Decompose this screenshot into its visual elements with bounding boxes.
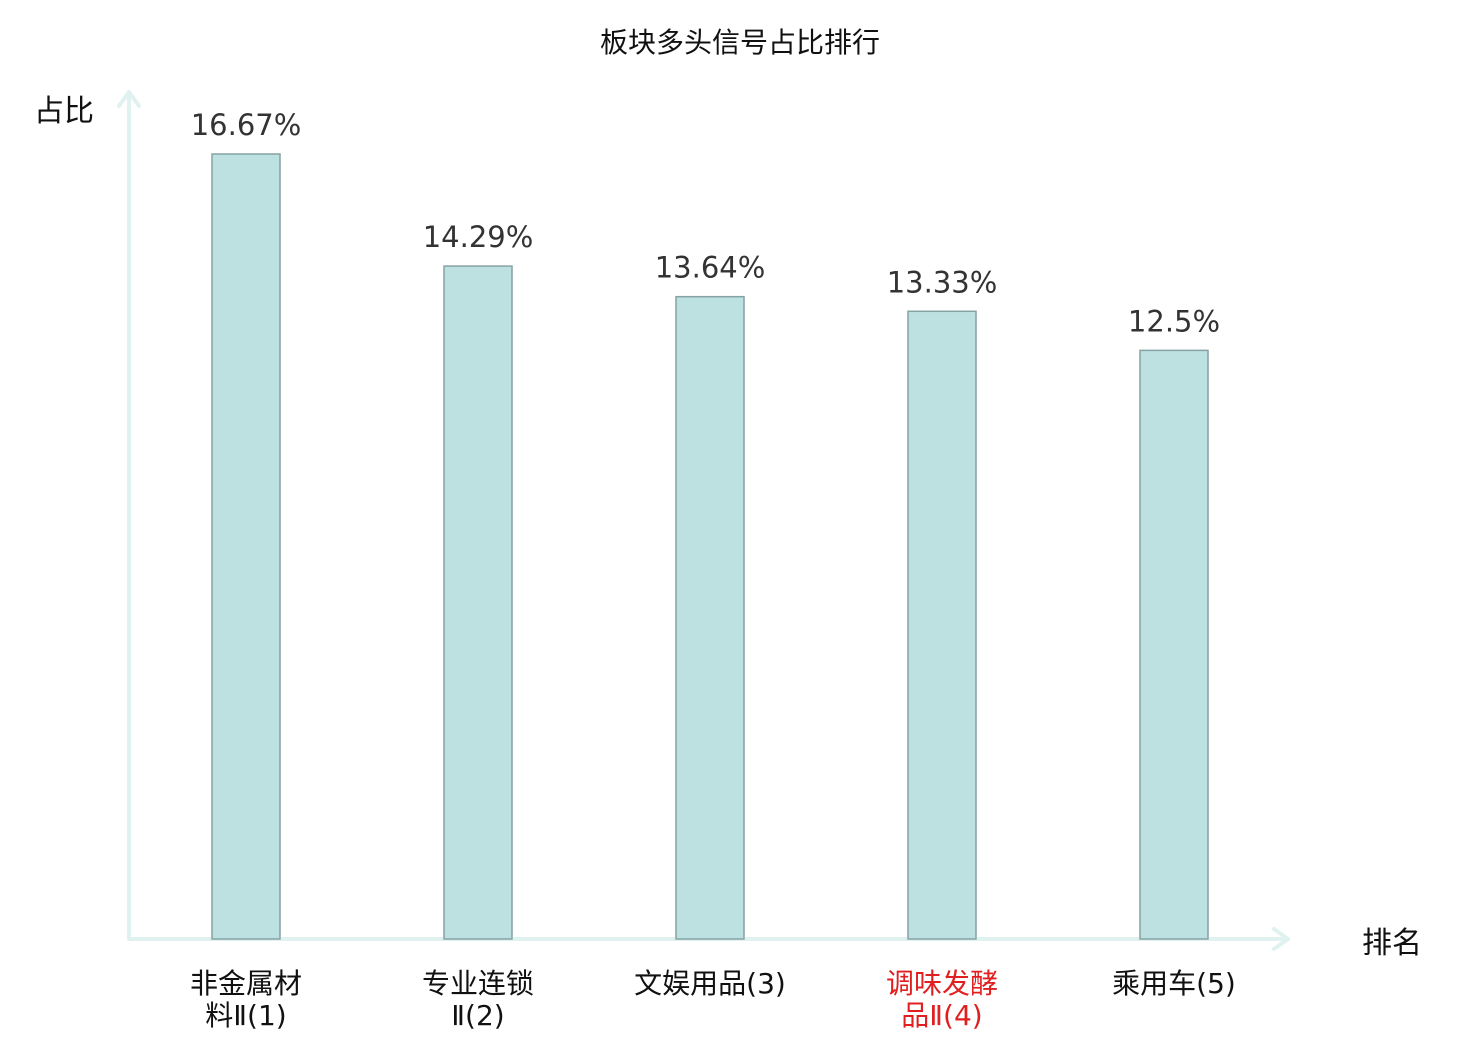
category-label-line2: 品Ⅱ(4) [901,999,982,1032]
x-axis-label: 排名 [1362,926,1422,961]
category-label-line2: 料Ⅱ(1) [205,999,286,1032]
category-label: 非金属材 [190,967,302,1000]
value-label: 16.67% [191,108,302,142]
chart-title: 板块多头信号占比排行 [600,26,880,59]
category-label-line2: Ⅱ(2) [451,999,504,1032]
category-label: 乘用车(5) [1112,967,1236,1000]
category-label: 文娱用品(3) [634,967,786,1000]
bar [1139,349,1209,940]
bar [211,153,281,940]
bars-group [211,153,1209,940]
x-axis-arrow [1272,927,1290,951]
value-label: 14.29% [423,220,534,254]
category-label: 专业连锁 [422,967,534,1000]
value-label: 13.64% [655,251,766,285]
value-labels-group: 16.67% 14.29% 13.64% 13.33% 12.5% [191,108,1220,338]
bar [443,265,513,940]
bar [907,310,977,940]
value-label: 12.5% [1128,304,1220,338]
y-axis-label: 占比 [34,94,94,129]
y-axis-arrow [117,90,141,108]
category-label: 调味发酵 [886,967,998,1000]
bar [675,295,745,940]
value-label: 13.33% [887,265,998,299]
